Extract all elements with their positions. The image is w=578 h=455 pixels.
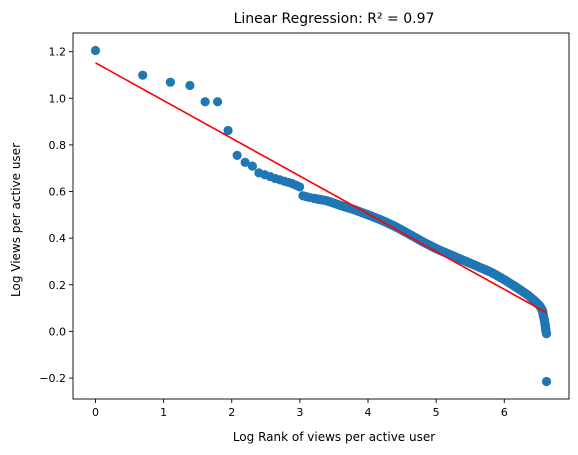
x-tick-label: 0 bbox=[92, 406, 99, 419]
y-tick-label: 1.2 bbox=[49, 46, 67, 59]
data-point bbox=[165, 77, 175, 87]
data-point bbox=[200, 97, 210, 107]
data-point bbox=[240, 157, 250, 167]
data-point bbox=[138, 70, 148, 80]
plot-frame bbox=[72, 32, 570, 400]
y-tick-label: 1.0 bbox=[49, 92, 67, 105]
plot-area bbox=[90, 45, 552, 387]
data-point bbox=[223, 125, 233, 136]
x-axis-label: Log Rank of views per active user bbox=[233, 430, 435, 444]
data-point bbox=[185, 80, 195, 91]
y-tick-label: 0.2 bbox=[49, 279, 67, 292]
data-point bbox=[232, 150, 242, 160]
x-tick-label: 2 bbox=[228, 406, 235, 419]
x-tick-label: 1 bbox=[160, 406, 167, 419]
y-tick-label: 0.0 bbox=[49, 325, 67, 338]
data-point bbox=[541, 376, 552, 387]
y-tick-label: 0.8 bbox=[49, 139, 67, 152]
chart-title: Linear Regression: R² = 0.97 bbox=[234, 11, 435, 27]
y-tick-label: −0.2 bbox=[39, 372, 66, 385]
data-point bbox=[247, 161, 257, 171]
x-tick-label: 5 bbox=[433, 406, 440, 419]
y-tick-label: 0.4 bbox=[49, 232, 67, 245]
x-tick-label: 3 bbox=[296, 406, 303, 419]
data-point bbox=[212, 97, 223, 107]
data-point bbox=[541, 329, 552, 339]
axes: 0 1 2 3 4 5 6 −0.2 0.0 0.2 0.4 0.6 0.8 1.0 1.2 bbox=[39, 32, 570, 419]
x-tick-label: 6 bbox=[501, 406, 508, 419]
y-tick-label: 0.6 bbox=[49, 186, 67, 199]
x-tick-label: 4 bbox=[365, 406, 372, 419]
y-axis-label: Log Views per active user bbox=[9, 143, 23, 297]
data-point bbox=[90, 45, 101, 56]
data-point bbox=[295, 182, 305, 192]
regression-line bbox=[95, 62, 547, 314]
